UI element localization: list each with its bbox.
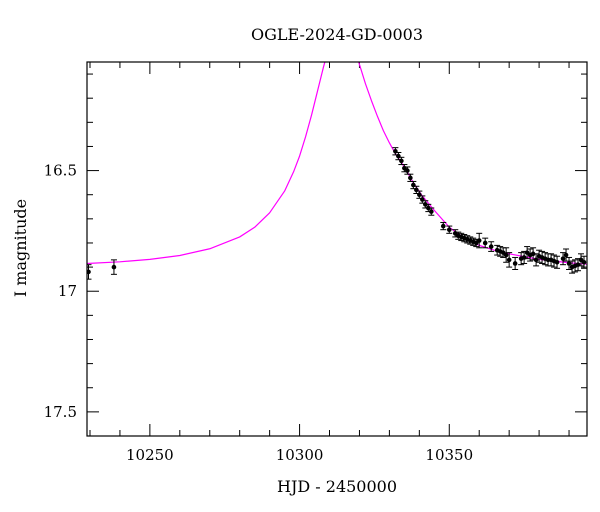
point-marker bbox=[482, 240, 488, 246]
point-marker bbox=[560, 256, 566, 261]
plot-area bbox=[87, 62, 587, 280]
data-point bbox=[110, 259, 117, 275]
point-marker bbox=[488, 244, 494, 249]
x-tick-label: 10250 bbox=[126, 446, 174, 464]
data-point bbox=[476, 232, 483, 249]
x-axis-label: HJD - 2450000 bbox=[277, 477, 397, 496]
data-point bbox=[410, 180, 417, 190]
data-point bbox=[419, 195, 426, 204]
data-point bbox=[506, 252, 513, 268]
data-point bbox=[566, 256, 573, 271]
plot-frame bbox=[86, 61, 588, 437]
tick-labels: 10250 10300 10350 16.5 17 17.5 bbox=[44, 162, 474, 464]
data-point bbox=[416, 190, 423, 199]
point-marker bbox=[408, 175, 413, 181]
axis-ticks bbox=[87, 62, 587, 437]
y-tick-label: 17.5 bbox=[44, 403, 77, 421]
point-marker bbox=[563, 252, 569, 258]
point-marker bbox=[405, 168, 410, 173]
data-point bbox=[542, 252, 549, 266]
point-marker bbox=[440, 223, 446, 229]
x-tick-label: 10350 bbox=[425, 446, 473, 464]
point-marker bbox=[503, 252, 509, 258]
data-point bbox=[539, 250, 546, 264]
data-point bbox=[428, 207, 435, 216]
x-tick-label: 10300 bbox=[276, 446, 324, 464]
data-point bbox=[87, 264, 92, 280]
data-point bbox=[488, 241, 495, 252]
point-marker bbox=[476, 238, 482, 243]
point-marker bbox=[429, 209, 434, 214]
data-point bbox=[395, 151, 402, 161]
point-marker bbox=[566, 261, 572, 266]
point-marker bbox=[446, 227, 452, 232]
data-point bbox=[413, 185, 420, 195]
y-tick-label: 16.5 bbox=[44, 162, 77, 180]
y-tick-label: 17 bbox=[58, 282, 77, 300]
data-point bbox=[560, 252, 567, 266]
data-point bbox=[569, 260, 576, 274]
data-point bbox=[533, 253, 540, 267]
data-point bbox=[581, 255, 587, 269]
point-marker bbox=[581, 259, 587, 265]
data-point bbox=[572, 259, 579, 273]
point-marker bbox=[512, 261, 518, 266]
data-point bbox=[512, 256, 519, 271]
data-point bbox=[446, 225, 453, 234]
data-point bbox=[440, 221, 447, 231]
data-point bbox=[503, 247, 510, 263]
point-marker bbox=[87, 269, 91, 275]
point-marker bbox=[554, 259, 560, 265]
data-point bbox=[554, 255, 561, 269]
chart-title: OGLE-2024-GD-0003 bbox=[251, 25, 423, 44]
data-point bbox=[404, 166, 411, 175]
point-marker bbox=[399, 158, 404, 164]
point-marker bbox=[533, 257, 539, 263]
point-marker bbox=[111, 264, 117, 270]
data-point bbox=[563, 248, 570, 262]
y-axis-label: I magnitude bbox=[11, 199, 30, 297]
point-marker bbox=[506, 257, 512, 263]
data-point bbox=[482, 237, 489, 249]
